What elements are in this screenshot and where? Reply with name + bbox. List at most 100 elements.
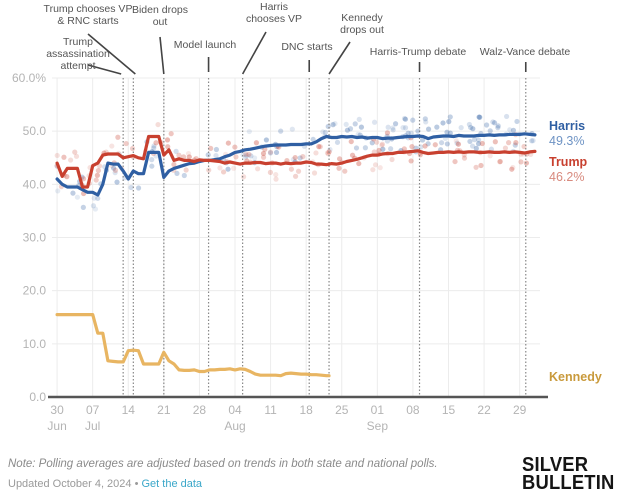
harris-value: 49.3% [549, 134, 584, 148]
poll-point [316, 144, 322, 150]
poll-point [467, 138, 473, 145]
x-tick-label: 29 [513, 403, 527, 417]
poll-point [292, 154, 298, 161]
poll-point [183, 167, 189, 173]
poll-point [408, 158, 414, 164]
poll-point [80, 204, 86, 210]
poll-point [73, 153, 80, 159]
poll-point [369, 140, 375, 146]
poll-point [74, 194, 81, 200]
poll-point [419, 137, 426, 143]
event-label: Harris-Trump debate [370, 46, 467, 58]
poll-point [176, 152, 182, 158]
poll-point [530, 138, 536, 144]
poll-point [297, 155, 303, 161]
poll-point [347, 126, 354, 132]
trump-value: 46.2% [549, 170, 584, 184]
poll-point [292, 173, 299, 179]
poll-point [388, 146, 394, 152]
poll-point [362, 145, 368, 151]
poll-point [438, 140, 445, 146]
y-tick-label: 10.0 [23, 337, 47, 351]
poll-point [497, 159, 503, 165]
silver-bulletin-logo: SILVER BULLETIN [522, 455, 614, 493]
poll-point [495, 125, 501, 131]
poll-point [313, 150, 319, 156]
x-tick-month-label: Jun [47, 419, 66, 433]
poll-point [510, 127, 517, 133]
y-tick-label: 50.0 [23, 124, 47, 138]
y-tick-label: 30.0 [23, 231, 47, 245]
poll-point [109, 143, 115, 149]
poll-point [54, 152, 60, 159]
poll-point [91, 195, 97, 201]
poll-point [377, 165, 383, 171]
x-tick-label: 21 [157, 403, 171, 417]
poll-point [267, 149, 274, 155]
event-label: Walz-Vance debate [480, 46, 571, 58]
poll-point [422, 143, 428, 149]
poll-point [487, 128, 493, 134]
poll-point [171, 161, 177, 168]
poll-point [425, 126, 432, 132]
event-label: attempt [60, 60, 95, 72]
poll-point [55, 188, 61, 194]
poll-point [322, 129, 328, 136]
poll-point [252, 155, 258, 161]
poll-point [390, 127, 396, 133]
event-label: drops out [340, 24, 384, 36]
event-label: Trump chooses VP [44, 3, 133, 15]
x-tick-label: 28 [193, 403, 207, 417]
poll-point [174, 170, 180, 177]
poll-point [495, 123, 501, 129]
x-tick-label: 25 [335, 403, 349, 417]
poll-point [334, 139, 341, 145]
trump-label: Trump [549, 155, 588, 169]
poll-point [356, 116, 362, 122]
poll-point [476, 137, 482, 143]
poll-point [155, 121, 161, 128]
poll-point [379, 142, 385, 148]
poll-point [336, 156, 343, 162]
poll-point [370, 167, 376, 173]
poll-point [400, 125, 406, 131]
poll-point [492, 139, 498, 145]
poll-point [95, 167, 101, 174]
poll-point [432, 142, 438, 148]
poll-point [260, 154, 267, 160]
event-label: assassination [46, 48, 110, 60]
poll-point [353, 145, 360, 151]
poll-point [243, 151, 249, 157]
poll-point [273, 149, 280, 156]
poll-point [402, 125, 409, 131]
footer-note: Note: Polling averages are adjusted base… [8, 458, 438, 470]
poll-point [243, 154, 249, 160]
poll-point [267, 150, 274, 156]
poll-point [332, 121, 338, 127]
poll-point [479, 140, 485, 147]
poll-point [253, 140, 260, 146]
kennedy-label: Kennedy [549, 370, 602, 384]
poll-point [213, 146, 220, 153]
event-leader-line [87, 33, 136, 75]
poll-point [453, 138, 459, 144]
poll-point [477, 114, 483, 120]
poll-point [61, 154, 67, 160]
poll-point [217, 165, 223, 171]
poll-point [468, 124, 474, 131]
poll-point [409, 143, 415, 150]
poll-point [434, 124, 440, 130]
poll-point [380, 146, 386, 152]
get-the-data-link[interactable]: Get the data [141, 478, 203, 490]
poll-point [220, 169, 227, 175]
poll-point [278, 128, 284, 134]
poll-point [289, 126, 295, 132]
poll-point [112, 167, 119, 173]
event-leader-line [328, 41, 351, 75]
poll-point [402, 116, 409, 122]
poll-point [165, 144, 171, 150]
poll-point [502, 145, 509, 151]
poll-point [168, 131, 174, 137]
poll-point [288, 166, 295, 172]
